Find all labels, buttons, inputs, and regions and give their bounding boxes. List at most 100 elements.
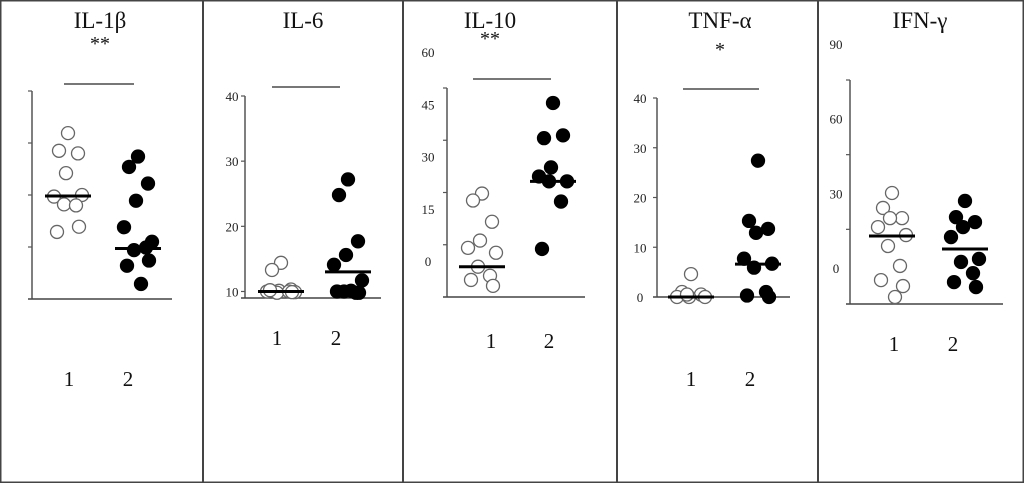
data-point-group-1 [870,219,886,235]
data-point-group-1 [884,185,900,201]
y-tick-label: 20 [226,219,239,234]
data-point-group-1 [60,125,76,141]
y-tick-label: 60 [830,112,843,127]
data-point-group-1 [488,245,504,260]
data-point-group-2 [965,265,981,281]
x-category-label: 1 [686,367,697,391]
data-point-group-1 [894,210,910,226]
data-point-group-1 [68,198,84,213]
y-tick-label: 10 [634,240,647,255]
panel-title: IL-6 [283,8,324,33]
data-point-group-1 [460,240,476,256]
y-tick-label: 30 [830,186,843,201]
data-point-group-2 [761,289,777,305]
significance-marker: ** [480,28,500,50]
y-tick-label: 30 [226,154,239,169]
y-tick-label: 30 [634,141,647,156]
data-point-group-1 [264,262,280,278]
data-point-group-1 [472,233,488,248]
x-category-label: 2 [123,367,134,391]
panel-title: TNF-α [688,8,751,33]
y-tick-label: 0 [425,254,432,269]
panel-tnf-: TNF-α * 0 10 20 30 40 1 2 [616,0,790,483]
data-point-group-2 [329,284,345,299]
data-point-group-1 [895,278,911,294]
x-category-label: 2 [948,332,959,356]
y-tick-label: 90 [830,37,843,52]
significance-marker: * [715,39,725,61]
y-tick-label: 20 [634,191,647,206]
data-point-group-1 [465,193,481,208]
x-category-label: 2 [331,326,342,350]
data-point-group-2 [957,193,973,209]
x-category-label: 2 [745,367,756,391]
data-point-group-2 [354,273,370,288]
data-point-group-2 [760,221,776,236]
y-tick-label: 30 [422,150,435,165]
data-point-group-2 [126,242,142,258]
data-point-group-2 [121,159,137,175]
data-point-group-1 [70,146,86,161]
panel-title: IL-10 [464,8,516,33]
x-category-label: 1 [889,332,900,356]
x-category-label: 2 [544,329,555,353]
y-tick-label: 40 [226,89,239,104]
data-point-group-2 [739,288,755,303]
data-point-group-2 [968,279,984,295]
data-point-group-1 [463,272,479,288]
data-point-group-2 [343,283,359,298]
panel-ifn-: IFN-γ 0 30 60 90 1 2 [817,0,1003,483]
x-category-label: 1 [272,326,283,350]
y-tick-label: 0 [833,261,840,276]
data-point-group-2 [943,229,959,245]
data-point-group-1 [71,219,87,234]
data-point-group-2 [955,219,971,235]
data-point-group-2 [946,274,962,290]
data-point-group-2 [967,214,983,230]
data-point-group-1 [873,272,889,288]
data-point-group-2 [130,149,146,164]
data-point-group-2 [326,257,342,272]
data-point-group-1 [485,278,501,294]
data-point-group-2 [534,241,550,257]
data-point-group-2 [338,247,354,263]
significance-marker: ** [90,33,110,55]
y-tick-label: 60 [422,45,435,60]
data-point-group-1 [887,289,903,305]
data-point-group-2 [543,160,559,175]
y-tick-label: 45 [422,97,435,112]
y-tick-label: 40 [634,91,647,106]
panel-title: IFN-γ [893,8,948,33]
data-point-group-2 [553,194,569,209]
data-point-group-2 [948,209,964,225]
data-point-group-1 [683,266,699,282]
data-point-group-2 [119,258,135,273]
panel-il-1-: IL-1β** 1 2 [28,8,172,391]
data-point-group-1 [880,238,896,254]
data-point-group-2 [350,234,366,249]
data-point-group-1 [56,197,72,212]
data-point-group-2 [971,251,987,267]
data-point-group-1 [892,258,908,274]
data-point-group-2 [340,172,356,187]
data-point-group-2 [748,225,764,240]
data-point-group-1 [58,166,74,181]
data-point-group-2 [128,193,144,208]
data-point-group-1 [679,287,695,302]
y-tick-label: 0 [637,290,644,305]
data-point-group-2 [116,220,132,235]
data-point-group-1 [51,143,67,158]
data-point-group-1 [484,214,500,229]
data-point-group-1 [875,200,891,216]
data-point-group-2 [750,153,766,168]
data-point-group-1 [882,210,898,226]
data-point-group-1 [49,224,65,240]
x-category-label: 1 [64,367,75,391]
data-point-group-2 [133,276,149,292]
y-tick-label: 10 [226,284,239,299]
data-point-group-2 [141,253,157,268]
data-point-group-2 [953,254,969,270]
data-point-group-2 [140,176,156,191]
